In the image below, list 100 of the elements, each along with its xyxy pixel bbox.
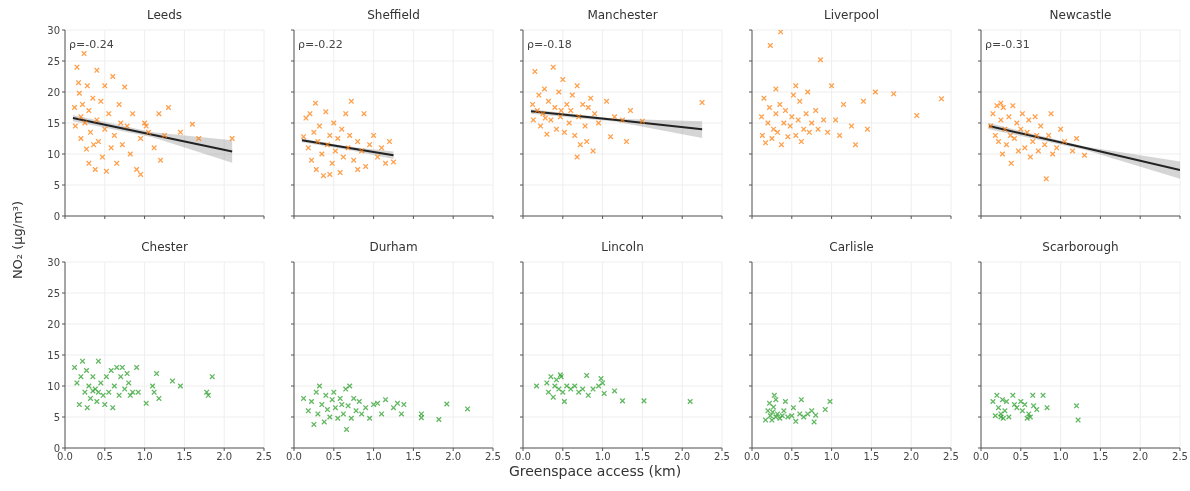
x-tick-label: 0.0 [286,451,302,463]
x-tick-label: 2.5 [714,451,730,463]
point [583,372,590,379]
point [127,151,134,157]
point [305,407,312,414]
point [398,410,405,417]
point [989,110,996,117]
y-tick-label: 10 [47,148,60,160]
x-tick-label: 1.5 [405,451,422,463]
point [566,120,573,126]
x-tick-label: 1.5 [634,451,651,463]
point [553,126,560,133]
point [611,113,618,120]
y-tick-label: 0 [53,210,60,222]
point [346,383,353,389]
point [79,101,86,108]
x-tick-label: 1.0 [1052,451,1069,463]
point [326,132,333,139]
point [103,373,110,380]
point [366,415,373,422]
point [1081,152,1088,159]
point [321,419,328,425]
point [76,401,83,408]
point [890,90,897,97]
point [345,144,352,151]
x-tick-label: 2.5 [1172,451,1188,463]
x-tick-label: 2.0 [1132,451,1149,463]
point [121,386,128,393]
point [326,414,333,420]
point [313,166,320,173]
point [382,396,389,403]
point [354,138,361,145]
point [116,392,123,399]
point [864,126,871,133]
annotation: ρ=-0.31 [985,38,1030,51]
x-tick-label: 2.5 [943,451,959,463]
point [350,157,357,164]
point [1053,144,1060,151]
y-tick-label: 20 [47,86,60,98]
point [318,401,325,408]
point [310,129,317,136]
point [189,121,196,128]
point [860,98,867,105]
y-tick-label: 20 [47,318,60,330]
point [531,68,538,75]
point [563,101,570,108]
point [1035,147,1042,154]
x-axis-title: Greenspace access (km) [507,463,683,479]
x-tick-label: 0.5 [325,451,342,463]
point [378,410,385,417]
point [611,388,618,394]
point [1040,392,1047,399]
x-tick-label: 2.5 [485,451,501,463]
point [559,76,566,83]
point [1037,123,1044,130]
point [768,135,775,142]
point [790,92,797,99]
point [99,154,106,161]
point [332,404,339,411]
point [346,132,353,139]
x-tick-label: 1.0 [136,451,153,463]
point [169,378,176,384]
point [77,135,84,142]
point [305,144,312,151]
chart-title: Lincoln [600,240,645,256]
y-tick-label: 10 [47,380,60,392]
point [79,358,86,365]
point [137,135,144,142]
point [1032,113,1039,120]
x-tick-label: 2.5 [256,451,272,463]
point [1049,151,1056,157]
point [545,389,552,396]
point [827,398,833,405]
point [195,135,202,142]
point [913,112,920,119]
point [557,113,564,120]
x-tick-label: 0.5 [1012,451,1029,463]
point [760,95,767,102]
point [316,123,323,130]
point [555,89,562,95]
point [330,120,337,126]
x-tick-label: 0.5 [96,451,113,463]
point [872,89,879,95]
point [641,397,647,404]
y-tick-label: 5 [53,179,60,191]
point [105,110,112,117]
annotation: ρ=-0.22 [298,38,343,51]
point [569,92,576,99]
point [803,110,810,117]
x-tick-label: 1.0 [823,451,840,463]
point [117,120,124,126]
point [1003,141,1010,148]
x-tick-label: 0.5 [554,451,571,463]
point [687,398,694,405]
point [772,110,779,117]
y-tick-label: 0 [53,442,60,454]
point [699,99,706,106]
point [852,141,859,148]
point [784,133,791,140]
point [776,101,783,108]
